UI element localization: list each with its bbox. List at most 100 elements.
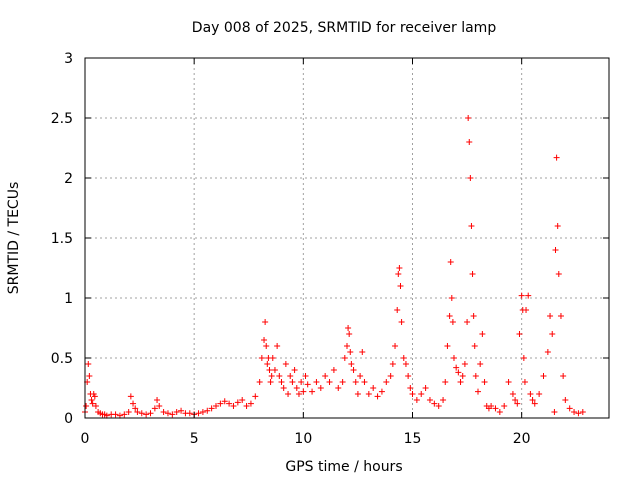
data-point <box>112 411 119 418</box>
data-point <box>529 397 536 403</box>
data-point <box>213 403 219 409</box>
y-tick-label: 3 <box>64 51 73 67</box>
data-point <box>467 175 474 181</box>
data-point <box>413 397 420 403</box>
data-point <box>450 355 457 361</box>
data-point <box>258 355 265 361</box>
data-point <box>365 391 372 397</box>
data-point <box>339 379 346 385</box>
data-point <box>345 325 352 331</box>
data-point <box>85 361 92 367</box>
data-point <box>178 407 185 414</box>
data-point <box>407 385 414 391</box>
data-point <box>134 409 141 415</box>
data-point <box>459 373 466 379</box>
data-point <box>525 292 532 299</box>
data-point <box>449 319 456 325</box>
data-point <box>138 410 145 417</box>
data-point <box>527 391 534 397</box>
data-point <box>326 379 333 385</box>
data-point <box>470 313 477 319</box>
data-point <box>151 405 158 412</box>
data-point <box>455 369 462 376</box>
data-point <box>208 405 215 412</box>
data-point <box>536 391 543 397</box>
data-point <box>132 405 139 412</box>
data-point <box>252 393 259 400</box>
data-point <box>147 410 154 417</box>
chart-title: Day 008 of 2025, SRMTID for receiver lam… <box>192 20 497 36</box>
data-point <box>512 397 519 403</box>
data-point <box>405 373 412 379</box>
data-point <box>164 410 171 417</box>
x-tick-label: 20 <box>513 431 531 447</box>
data-point <box>269 355 276 361</box>
data-point <box>579 409 586 415</box>
data-point <box>83 403 90 409</box>
data-point <box>370 385 377 391</box>
data-point <box>160 409 167 415</box>
data-point <box>287 373 294 379</box>
data-point <box>195 410 202 417</box>
data-point <box>549 331 556 337</box>
data-point <box>262 319 269 325</box>
data-point <box>465 115 472 121</box>
data-point <box>418 391 425 397</box>
y-tick-label: 2 <box>64 171 73 187</box>
y-tick-label: 1.5 <box>51 231 73 247</box>
data-point <box>357 373 364 379</box>
data-point <box>341 355 348 361</box>
data-point <box>447 259 454 265</box>
x-tick-label: 10 <box>294 431 312 447</box>
data-point <box>204 407 211 414</box>
data-points <box>82 115 586 419</box>
ticks: 0 0.5 1 1.5 2 2.5 3 0 5 10 15 20 <box>51 51 609 447</box>
data-point <box>531 400 538 407</box>
data-point <box>409 391 416 397</box>
data-point <box>396 265 403 271</box>
x-tick-label: 5 <box>190 431 199 447</box>
data-point <box>475 388 481 395</box>
data-point <box>226 400 233 407</box>
data-point <box>295 391 302 397</box>
data-point <box>453 364 460 371</box>
data-point <box>264 361 271 367</box>
data-point <box>173 409 180 415</box>
data-point <box>547 313 554 319</box>
data-point <box>505 379 512 385</box>
data-point <box>440 397 447 403</box>
data-point <box>335 385 342 391</box>
data-point <box>346 331 353 337</box>
data-point <box>566 405 573 412</box>
data-point <box>471 343 478 349</box>
data-point <box>378 388 385 395</box>
data-point <box>121 411 128 418</box>
data-point <box>130 400 137 407</box>
y-tick-label: 0.5 <box>51 351 73 367</box>
data-point <box>313 379 320 385</box>
data-point <box>282 361 289 367</box>
data-point <box>88 397 95 403</box>
data-point <box>285 391 292 397</box>
data-point <box>267 379 274 385</box>
data-point <box>422 385 429 391</box>
data-point <box>169 411 176 418</box>
data-point <box>448 295 455 301</box>
data-point <box>280 385 287 391</box>
data-point <box>256 379 263 385</box>
data-point <box>397 283 404 289</box>
data-point <box>263 343 270 349</box>
data-point <box>239 397 246 403</box>
data-point <box>156 403 163 409</box>
data-point <box>509 391 516 397</box>
data-point <box>444 343 451 349</box>
x-tick-label: 0 <box>81 431 90 447</box>
data-point <box>289 379 296 385</box>
x-axis-label: GPS time / hours <box>285 459 402 475</box>
data-point <box>125 409 132 415</box>
data-point <box>344 343 350 349</box>
data-point <box>278 379 285 385</box>
data-point <box>552 247 559 253</box>
data-point <box>300 388 307 395</box>
